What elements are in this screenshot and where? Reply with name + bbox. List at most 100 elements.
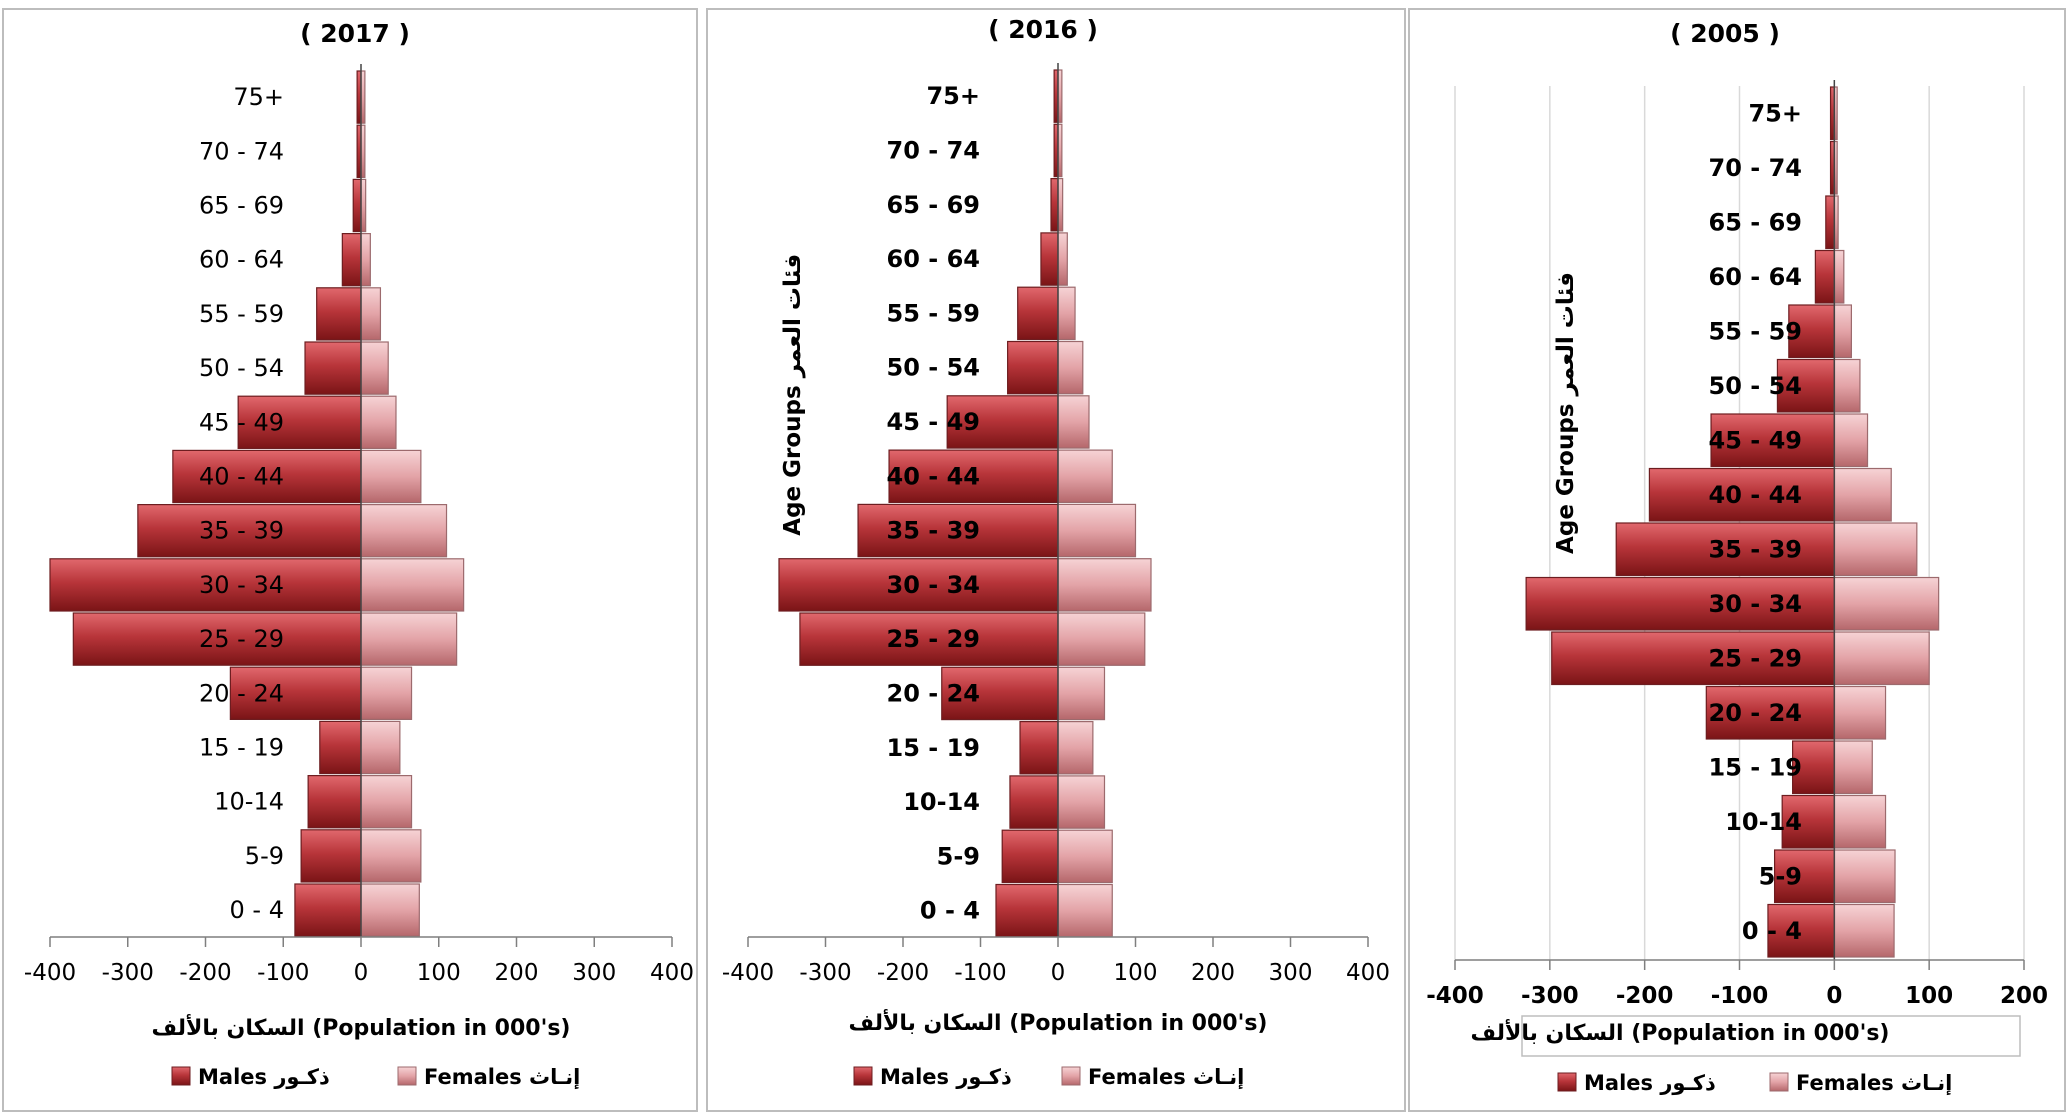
bar-female-2 <box>360 774 413 829</box>
x-tick-label: 0 <box>1051 960 1066 986</box>
y-axis-title: Age Groups فئات العمر <box>1553 272 1579 554</box>
bar-male-7 <box>1615 522 1835 577</box>
age-label-1: 5-9 <box>937 842 980 870</box>
legend-label-female: Females إنـاث <box>1088 1065 1244 1089</box>
bar-female-9 <box>1057 395 1090 449</box>
age-label-6: 30 - 34 <box>199 571 284 599</box>
bar-male-12 <box>341 233 362 287</box>
age-label-5: 25 - 29 <box>887 625 980 653</box>
bar-female-11 <box>1833 304 1853 359</box>
bar-male-4 <box>941 666 1059 721</box>
bar-male-2 <box>1781 794 1835 849</box>
bar-male-8 <box>888 449 1059 504</box>
age-label-12: 60 - 64 <box>199 246 284 274</box>
age-label-8: 40 - 44 <box>1709 481 1802 509</box>
age-label-9: 45 - 49 <box>1709 426 1802 454</box>
bar-female-0 <box>1057 883 1113 938</box>
bar-female-1 <box>1057 829 1113 884</box>
bar-female-9 <box>360 395 397 450</box>
age-label-14: 70 - 74 <box>1709 154 1802 182</box>
age-label-7: 35 - 39 <box>1709 535 1802 563</box>
chart-title: ( 2016 ) <box>988 15 1098 44</box>
y-axis-title: Age Groups فئات العمر <box>780 254 806 536</box>
bar-female-7 <box>360 504 448 558</box>
x-tick-label: -400 <box>24 960 76 986</box>
x-tick-label: -300 <box>799 960 851 986</box>
legend-swatch-female <box>1061 1066 1081 1086</box>
x-tick-label: 0 <box>354 960 369 986</box>
age-label-15: 75+ <box>233 83 284 111</box>
bar-male-1 <box>1773 849 1835 904</box>
age-label-1: 5-9 <box>245 842 284 870</box>
bar-female-11 <box>360 287 382 341</box>
bar-female-6 <box>1833 576 1940 631</box>
bar-male-5 <box>1551 631 1835 686</box>
age-label-9: 45 - 49 <box>199 408 284 436</box>
bar-female-2 <box>1057 775 1106 829</box>
legend-label-male: Males ذكـور <box>198 1065 330 1089</box>
x-tick-label: 400 <box>1346 960 1390 986</box>
x-tick-label: 100 <box>417 960 461 986</box>
bar-male-6 <box>778 558 1059 612</box>
x-tick-label: 400 <box>650 960 694 986</box>
age-label-5: 25 - 29 <box>1709 644 1802 672</box>
bar-male-11 <box>1788 304 1835 359</box>
bar-female-2 <box>1833 794 1887 849</box>
bar-female-4 <box>360 666 413 721</box>
age-label-13: 65 - 69 <box>887 191 980 219</box>
legend-swatch-male <box>853 1066 873 1086</box>
x-axis-title-box <box>1521 1015 2021 1057</box>
bar-male-10 <box>304 341 362 395</box>
x-tick-label: 300 <box>572 960 616 986</box>
age-label-6: 30 - 34 <box>1709 590 1802 618</box>
age-label-12: 60 - 64 <box>1709 263 1802 291</box>
bar-female-3 <box>360 720 401 775</box>
age-label-13: 65 - 69 <box>199 192 284 220</box>
x-axis-title: السكان بالألف (Population in 000's) <box>849 1008 1268 1036</box>
bar-female-0 <box>1833 903 1895 958</box>
age-label-7: 35 - 39 <box>887 517 980 545</box>
bar-male-11 <box>316 287 362 341</box>
bar-female-7 <box>1833 522 1918 577</box>
bar-female-10 <box>360 341 389 395</box>
x-tick-label: -300 <box>1521 983 1579 1009</box>
bar-male-3 <box>1792 740 1835 795</box>
age-label-5: 25 - 29 <box>199 625 284 653</box>
bar-female-9 <box>1833 413 1869 468</box>
age-label-11: 55 - 59 <box>887 299 980 327</box>
bar-male-9 <box>237 395 362 450</box>
age-label-9: 45 - 49 <box>887 408 980 436</box>
bar-female-3 <box>1057 720 1094 775</box>
age-label-0: 0 - 4 <box>230 896 284 924</box>
bar-female-3 <box>1833 740 1873 795</box>
x-axis-title: السكان بالألف (Population in 000's) <box>1471 1018 1890 1046</box>
bar-female-10 <box>1057 340 1084 395</box>
pyramid-panel-1: ( 2016 ) 0 - 4 5-9 10-14 15 - 19 20 - 24 25 - … <box>722 15 1390 1089</box>
bar-female-5 <box>1833 631 1930 686</box>
age-label-15: 75+ <box>1748 99 1802 127</box>
bar-male-12 <box>1040 232 1059 286</box>
bar-female-1 <box>1833 849 1896 904</box>
x-tick-label: -100 <box>257 960 309 986</box>
bar-male-3 <box>319 720 362 775</box>
age-label-4: 20 - 24 <box>1709 699 1802 727</box>
bar-female-6 <box>1057 558 1152 612</box>
age-label-8: 40 - 44 <box>199 463 284 491</box>
age-label-11: 55 - 59 <box>1709 317 1802 345</box>
bar-female-0 <box>360 883 420 937</box>
bar-male-0 <box>294 883 362 937</box>
bar-male-2 <box>307 774 362 829</box>
chart-title: ( 2017 ) <box>300 19 410 48</box>
x-tick-label: 200 <box>495 960 539 986</box>
bar-female-12 <box>1833 249 1845 304</box>
bar-male-6 <box>49 558 362 612</box>
bar-male-4 <box>229 666 362 721</box>
x-tick-label: -300 <box>102 960 154 986</box>
age-label-15: 75+ <box>926 82 980 110</box>
bar-male-5 <box>72 612 362 666</box>
bar-female-7 <box>1057 503 1137 558</box>
bar-female-10 <box>1833 358 1861 413</box>
age-label-10: 50 - 54 <box>199 354 284 382</box>
bar-female-8 <box>1057 449 1113 504</box>
age-label-0: 0 - 4 <box>1742 917 1802 945</box>
